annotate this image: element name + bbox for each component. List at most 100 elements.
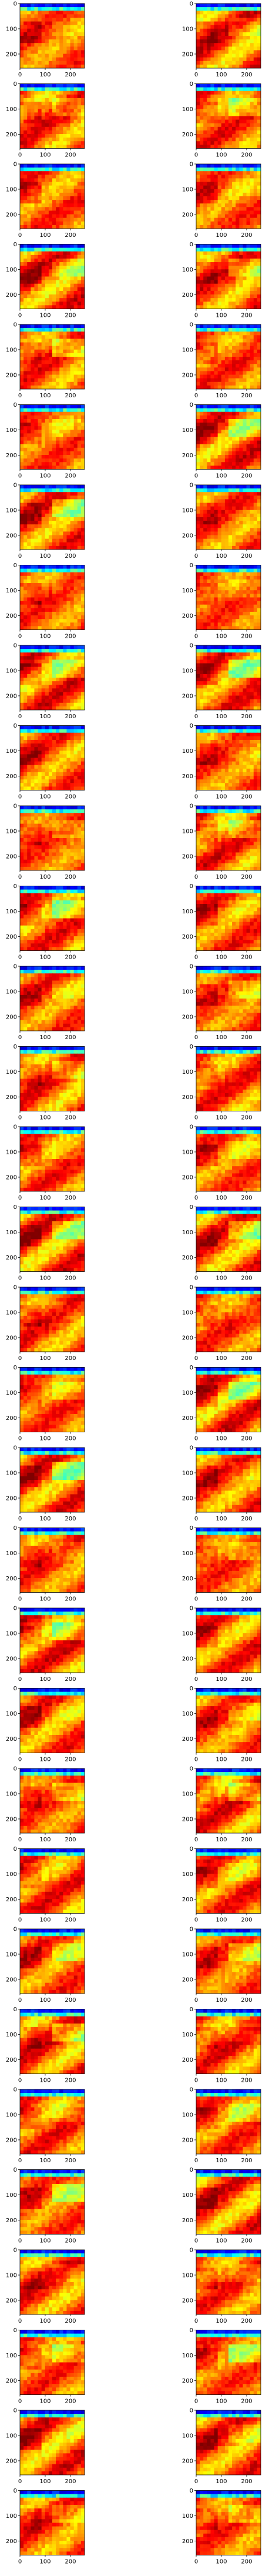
- heatmap-cell: [59, 611, 63, 616]
- heatmap-cell: [224, 196, 229, 200]
- heatmap-cell: [38, 32, 42, 36]
- heatmap-cell: [45, 269, 49, 273]
- heatmap-cell: [196, 408, 200, 413]
- heatmap-cell: [66, 415, 71, 420]
- heatmap-cell: [20, 145, 24, 149]
- heatmap-cell: [38, 244, 42, 249]
- heatmap-cell: [250, 408, 254, 413]
- heatmap-cell: [224, 294, 229, 299]
- heatmap-cell: [41, 14, 46, 19]
- heatmap-cell: [224, 123, 229, 128]
- heatmap-cell: [250, 134, 254, 138]
- heatmap-cell: [77, 447, 82, 452]
- heatmap-cell: [200, 364, 204, 368]
- heatmap-cell: [31, 360, 35, 364]
- heatmap-cell: [41, 524, 46, 528]
- heatmap-cell: [73, 145, 78, 149]
- heatmap-cell: [236, 364, 240, 368]
- heatmap-cell: [246, 381, 251, 386]
- heatmap-cell: [48, 408, 53, 413]
- heatmap-cell: [63, 254, 68, 259]
- heatmap-cell: [243, 324, 247, 329]
- heatmap-cell: [250, 324, 254, 329]
- heatmap-cell: [31, 290, 35, 295]
- heatmap-cell: [56, 192, 60, 197]
- heatmap-cell: [239, 465, 244, 470]
- heatmap-cell: [48, 385, 53, 389]
- heatmap-cell: [45, 18, 49, 22]
- heatmap-cell: [34, 542, 39, 547]
- heatmap-cell: [203, 485, 207, 489]
- heatmap-cell: [221, 105, 226, 109]
- heatmap-cell: [221, 276, 226, 281]
- heatmap-cell: [250, 542, 254, 547]
- heatmap-cell: [243, 138, 247, 142]
- heatmap-cell: [56, 430, 60, 434]
- heatmap-cell: [77, 109, 82, 113]
- heatmap-cell: [63, 364, 68, 368]
- heatmap-cell: [257, 18, 261, 22]
- heatmap-cell: [59, 196, 63, 200]
- heatmap-cell: [243, 458, 247, 463]
- heatmap-cell: [56, 119, 60, 124]
- heatmap-cell: [246, 433, 251, 438]
- heatmap-cell: [38, 207, 42, 212]
- heatmap-cell: [196, 109, 200, 113]
- heatmap-cell: [45, 200, 49, 204]
- heatmap-cell: [34, 25, 39, 29]
- heatmap-cell: [196, 276, 200, 281]
- heatmap-cell: [203, 510, 207, 514]
- heatmap-cell: [70, 510, 75, 514]
- heatmap-cell: [70, 119, 75, 124]
- heatmap-cell: [31, 538, 35, 543]
- heatmap-cell: [239, 225, 244, 229]
- heatmap-cell: [38, 378, 42, 383]
- heatmap-cell: [217, 254, 222, 259]
- heatmap-cell: [23, 408, 28, 413]
- heatmap-cell: [203, 503, 207, 507]
- panel-frame: [196, 404, 261, 470]
- heatmap-cell: [210, 164, 215, 168]
- heatmap-cell: [224, 32, 229, 36]
- heatmap-cell: [257, 109, 261, 113]
- heatmap-cell: [66, 302, 71, 306]
- heatmap-cell: [228, 346, 233, 350]
- heatmap-cell: [257, 126, 261, 131]
- heatmap-cell: [20, 290, 24, 295]
- heatmap-cell: [77, 134, 82, 138]
- heatmap-cell: [31, 11, 35, 15]
- heatmap-cell: [224, 346, 229, 350]
- heatmap-cell: [200, 203, 204, 207]
- heatmap-cell: [257, 130, 261, 135]
- heatmap-cell: [59, 451, 63, 455]
- heatmap-cell: [23, 53, 28, 58]
- heatmap-cell: [38, 485, 42, 489]
- heatmap-cell: [31, 4, 35, 8]
- heatmap-cell: [228, 324, 233, 329]
- heatmap-cell: [27, 367, 31, 372]
- heatmap-cell: [228, 53, 233, 58]
- heatmap-cell: [228, 371, 233, 376]
- heatmap-cell: [23, 415, 28, 420]
- heatmap-cell: [80, 46, 85, 51]
- heatmap-cell: [45, 178, 49, 183]
- heatmap-cell: [45, 465, 49, 470]
- heatmap-cell: [200, 175, 204, 179]
- heatmap-cell: [66, 349, 71, 354]
- heatmap-cell: [66, 225, 71, 229]
- heatmap-cell: [59, 247, 63, 252]
- heatmap-cell: [52, 109, 56, 113]
- heatmap-cell: [214, 524, 218, 528]
- heatmap-cell: [70, 404, 75, 409]
- heatmap-cell: [239, 254, 244, 259]
- heatmap-cell: [31, 604, 35, 609]
- heatmap-cell: [228, 462, 233, 466]
- heatmap-cell: [77, 21, 82, 26]
- heatmap-cell: [45, 444, 49, 448]
- y-tick-label: 0: [190, 81, 193, 88]
- heatmap-cell: [200, 18, 204, 22]
- heatmap-cell: [31, 130, 35, 135]
- heatmap-cell: [70, 102, 75, 106]
- heatmap-cell: [243, 126, 247, 131]
